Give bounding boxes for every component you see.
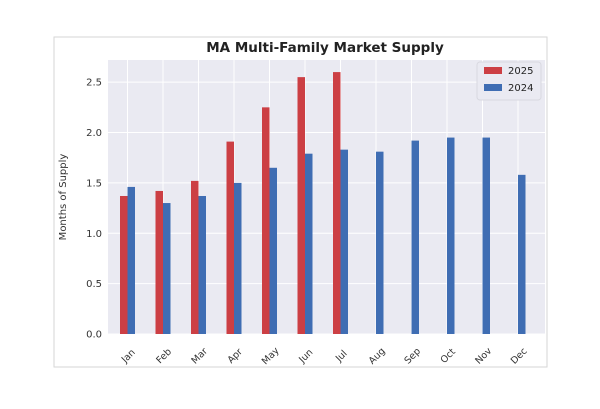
chart-title: MA Multi-Family Market Supply xyxy=(206,40,444,56)
bar-2025-jun xyxy=(297,77,305,334)
bar-2024-nov xyxy=(482,137,490,334)
bar-2025-feb xyxy=(155,190,163,334)
bar-2024-jun xyxy=(305,153,313,334)
bar-2025-jan xyxy=(120,195,128,334)
y-tick-labels: 0.0 0.5 1.0 1.5 2.0 2.5 xyxy=(86,78,102,341)
bar-2024-sep xyxy=(411,140,419,334)
legend-swatch-2024 xyxy=(484,84,502,91)
bar-2024-feb xyxy=(163,203,171,334)
legend-swatch-2025 xyxy=(484,67,502,74)
y-axis-label: Months of Supply xyxy=(58,154,69,241)
bar-2025-jul xyxy=(333,72,341,335)
y-tick-label: 1.0 xyxy=(86,229,102,240)
legend-label-2024: 2024 xyxy=(508,83,533,94)
bar-2024-mar xyxy=(198,195,206,334)
bar-2024-jan xyxy=(127,186,135,334)
bars xyxy=(120,72,526,335)
bar-2024-aug xyxy=(376,151,384,334)
bar-2024-oct xyxy=(447,137,455,334)
y-tick-label: 0.0 xyxy=(86,330,102,341)
bar-2024-may xyxy=(269,167,277,334)
y-tick-label: 0.5 xyxy=(86,279,102,290)
legend: 2025 2024 xyxy=(476,61,542,101)
bar-2025-mar xyxy=(191,180,199,334)
bar-2024-apr xyxy=(234,182,242,334)
plot-area xyxy=(108,60,545,334)
y-tick-label: 2.0 xyxy=(86,128,102,139)
legend-label-2025: 2025 xyxy=(508,66,533,77)
y-tick-label: 1.5 xyxy=(86,178,102,189)
bar-2024-dec xyxy=(518,174,526,334)
bar-2025-may xyxy=(262,107,270,335)
bar-2025-apr xyxy=(226,141,234,334)
y-tick-label: 2.5 xyxy=(86,78,102,89)
bar-2024-jul xyxy=(340,149,348,334)
